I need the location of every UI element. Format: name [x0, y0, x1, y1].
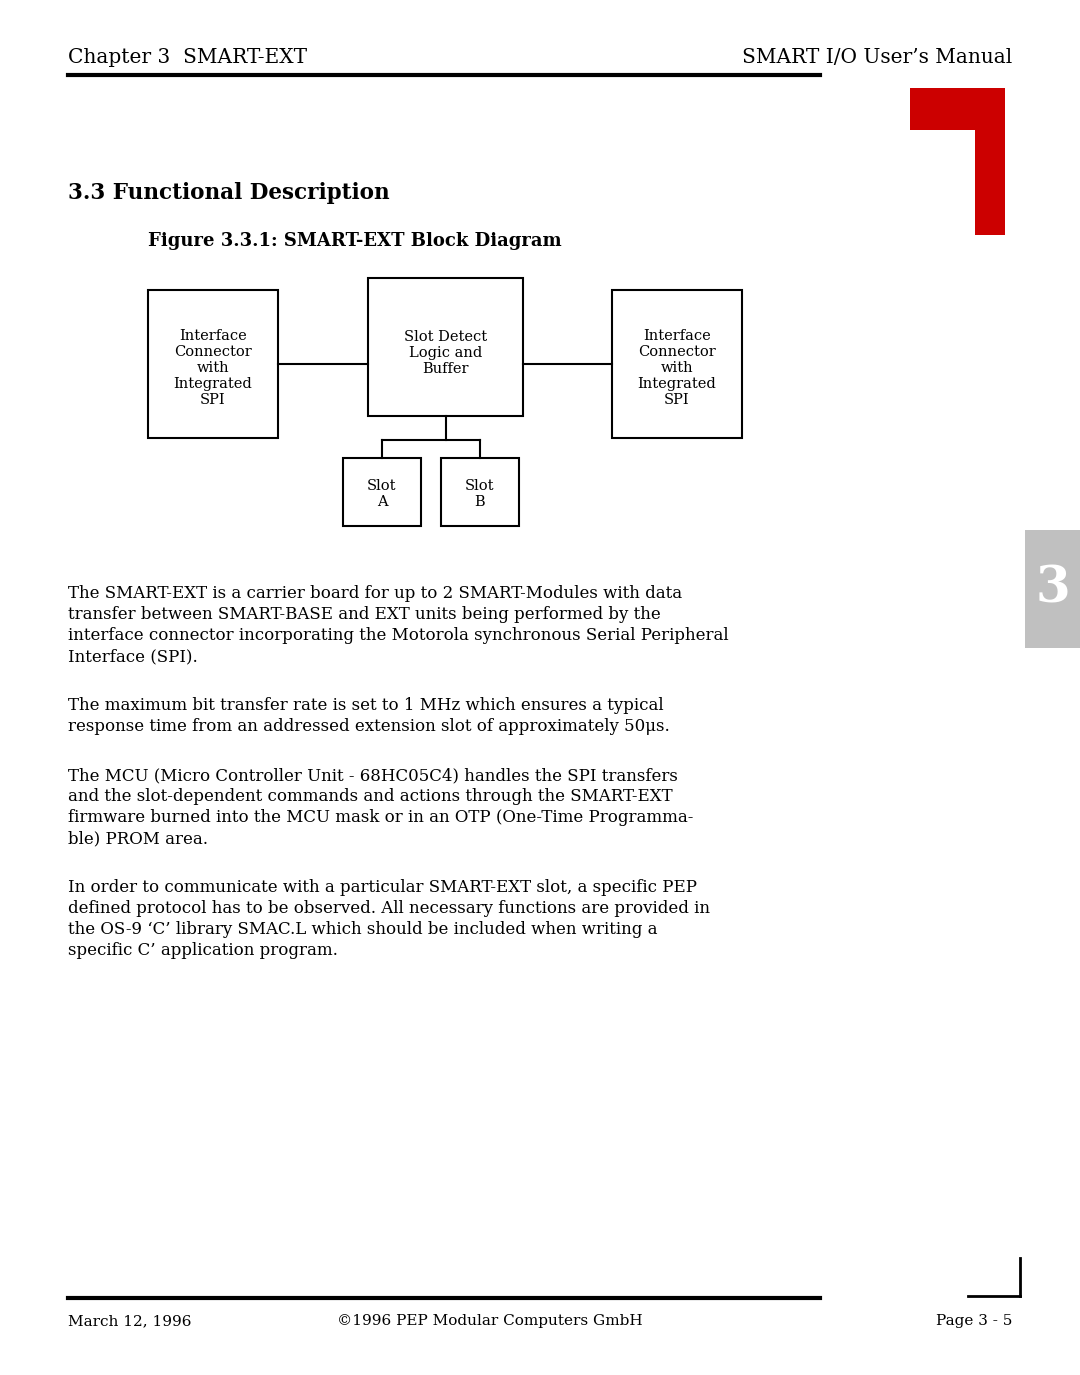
Text: with: with [197, 362, 229, 375]
Text: Connector: Connector [174, 345, 252, 359]
Text: Buffer: Buffer [422, 362, 469, 375]
Bar [148, 290, 278, 439]
Text: Page 3 - 5: Page 3 - 5 [935, 1314, 1012, 1328]
Text: A: A [377, 495, 388, 509]
Text: Slot: Slot [367, 478, 396, 494]
Bar [910, 88, 1005, 131]
Text: ©1996 PEP Modular Computers GmbH: ©1996 PEP Modular Computers GmbH [337, 1314, 643, 1328]
Text: Chapter 3  SMART-EXT: Chapter 3 SMART-EXT [68, 48, 307, 67]
Text: Figure 3.3.1: SMART-EXT Block Diagram: Figure 3.3.1: SMART-EXT Block Diagram [148, 232, 562, 250]
Text: Logic and: Logic and [409, 346, 482, 360]
Text: response time from an addressed extension slot of approximately 50μs.: response time from an addressed extensio… [68, 718, 670, 736]
Text: the OS-9 ‘C’ library SMAC.L which should be included when writing a: the OS-9 ‘C’ library SMAC.L which should… [68, 921, 658, 938]
Text: ble) PROM area.: ble) PROM area. [68, 830, 208, 847]
Text: SPI: SPI [200, 393, 226, 407]
Text: SMART I/O User’s Manual: SMART I/O User’s Manual [742, 48, 1012, 67]
Bar [441, 458, 519, 527]
Text: transfer between SMART-BASE and EXT units being performed by the: transfer between SMART-BASE and EXT unit… [68, 606, 661, 623]
Text: interface connector incorporating the Motorola synchronous Serial Peripheral: interface connector incorporating the Mo… [68, 627, 729, 644]
Text: SPI: SPI [664, 393, 690, 407]
Text: In order to communicate with a particular SMART-EXT slot, a specific PEP: In order to communicate with a particula… [68, 879, 697, 896]
Text: 3.3 Functional Description: 3.3 Functional Description [68, 182, 390, 203]
Text: with: with [661, 362, 693, 375]
Text: defined protocol has to be observed. All necessary functions are provided in: defined protocol has to be observed. All… [68, 901, 710, 917]
Text: specific C’ application program.: specific C’ application program. [68, 942, 338, 958]
Bar [368, 278, 523, 417]
Text: Integrated: Integrated [637, 377, 716, 390]
Text: March 12, 1996: March 12, 1996 [68, 1314, 191, 1328]
Text: Interface: Interface [643, 329, 711, 342]
Text: Slot: Slot [465, 478, 495, 494]
Text: The SMART-EXT is a carrier board for up to 2 SMART-Modules with data: The SMART-EXT is a carrier board for up … [68, 584, 683, 602]
Text: Interface: Interface [179, 329, 247, 342]
Text: The maximum bit transfer rate is set to 1 MHz which ensures a typical: The maximum bit transfer rate is set to … [68, 697, 663, 714]
Bar [612, 290, 742, 439]
Bar [1025, 529, 1080, 648]
Text: firmware burned into the MCU mask or in an OTP (One-Time Programma-: firmware burned into the MCU mask or in … [68, 808, 693, 826]
Bar [343, 458, 421, 527]
Text: Connector: Connector [638, 345, 716, 359]
Text: 3: 3 [1035, 565, 1070, 613]
Text: and the slot-dependent commands and actions through the SMART-EXT: and the slot-dependent commands and acti… [68, 788, 673, 804]
Text: B: B [475, 495, 485, 509]
Text: Interface (SPI).: Interface (SPI). [68, 648, 198, 666]
Text: The MCU (Micro Controller Unit - 68HC05C4) handles the SPI transfers: The MCU (Micro Controller Unit - 68HC05C… [68, 767, 678, 784]
Bar [975, 131, 1005, 235]
Text: Slot Detect: Slot Detect [404, 330, 487, 344]
Text: Integrated: Integrated [174, 377, 253, 390]
